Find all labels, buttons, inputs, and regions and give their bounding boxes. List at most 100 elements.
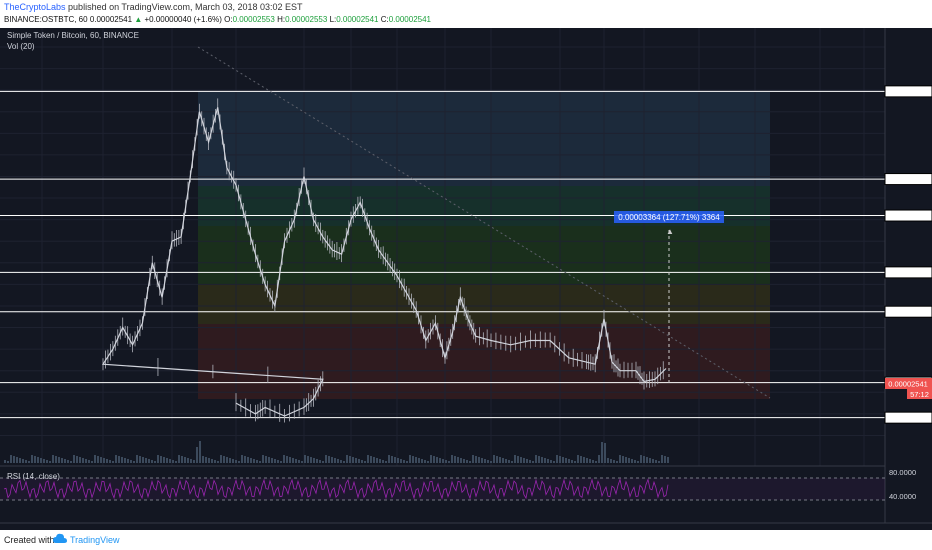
volume-bar [634,460,636,463]
volume-bar [388,455,390,463]
volume-bar [553,461,555,463]
volume-bar [445,460,447,463]
volume-bar [652,459,654,463]
volume-bar [331,457,333,463]
volume-bar [397,458,399,463]
volume-bar [16,457,18,463]
volume-bar [418,458,420,463]
volume-bar [67,460,69,463]
volume-bar [496,456,498,463]
volume-bar [280,461,282,463]
price-chart[interactable]: ▲ 0.00003364 (127.71%) 3364 0.00002541 5… [0,28,932,530]
volume-bar [166,458,168,463]
volume-bar [46,460,48,463]
volume-bar [349,456,351,463]
volume-bar [412,456,414,463]
volume-bar [229,458,231,463]
volume-bar [367,455,369,463]
volume-bar [559,456,561,463]
volume-bar [532,461,534,463]
volume-bar [154,461,156,463]
volume-bar [97,456,99,463]
volume-legend: Vol (20) [7,42,35,51]
volume-bar [340,460,342,463]
volume-bar [616,461,618,463]
grid-lines [0,28,885,466]
publish-line: TheCryptoLabs published on TradingView.c… [4,2,303,12]
volume-bar [361,460,363,463]
volume-bar [658,461,660,463]
volume-bar [4,460,6,463]
volume-bar [241,455,243,463]
countdown-tag [907,389,932,399]
volume-bar [49,461,51,463]
volume-bar [499,457,501,463]
volume-bar [265,456,267,463]
volume-bar [175,461,177,463]
tradingview-cloud-icon [53,533,67,543]
volume-bar [37,457,39,463]
volume-bar [439,458,441,463]
volume-bar [13,456,15,463]
volume-bar [544,458,546,463]
volume-bar [352,457,354,463]
volume-bar [580,456,582,463]
volume-bar [124,458,126,463]
volume-bar [304,455,306,463]
trend-line[interactable] [197,46,771,399]
volume-bar [637,461,639,463]
volume-bar [394,457,396,463]
publish-info: published on TradingView.com, March 03, … [65,2,303,12]
price-level-lines [0,90,885,419]
volume-bar [463,459,465,463]
volume-bar [475,456,477,463]
rsi-line [3,478,669,500]
volume-bar [253,459,255,463]
volume-bar [646,457,648,463]
volume-bar [514,455,516,463]
open-value: 0.00002553 [232,15,275,24]
volume-bar [592,460,594,463]
volume-bar [640,455,642,463]
volume-bar [148,459,150,463]
measure-label: 0.00003364 (127.71%) 3364 [618,213,720,222]
symbol-label: BINANCE:OSTBTC, 60 [4,15,88,24]
volume-bar [214,460,216,463]
volume-bar [55,456,57,463]
volume-bar [487,460,489,463]
volume-bar [604,443,606,463]
volume-bar [160,456,162,463]
volume-bar [178,455,180,463]
volume-bars [4,441,669,463]
volume-bar [643,456,645,463]
volume-bar [601,442,603,463]
volume-bar [613,460,615,463]
volume-bar [307,456,309,463]
volume-bar [94,455,96,463]
volume-bar [586,458,588,463]
volume-bar [103,458,105,463]
volume-bar [283,455,285,463]
volume-bar [64,459,66,463]
volume-bar [133,461,135,463]
volume-bar [157,455,159,463]
author-link[interactable]: TheCryptoLabs [4,2,66,12]
volume-bar [373,457,375,463]
volume-bar [568,459,570,463]
volume-bar [58,457,60,463]
tradingview-brand[interactable]: TradingView [70,535,120,545]
volume-bar [139,456,141,463]
volume-bar [22,459,24,463]
rsi-series [0,478,885,500]
price-change: +0.00000040 (+1.6%) [144,15,222,24]
volume-bar [235,460,237,463]
volume-bar [199,441,201,463]
volume-bar [121,457,123,463]
volume-bar [358,459,360,463]
volume-bar [172,460,174,463]
volume-bar [505,459,507,463]
volume-bar [460,458,462,463]
volume-bar [655,460,657,463]
volume-bar [316,459,318,463]
measure-box[interactable] [614,211,724,223]
